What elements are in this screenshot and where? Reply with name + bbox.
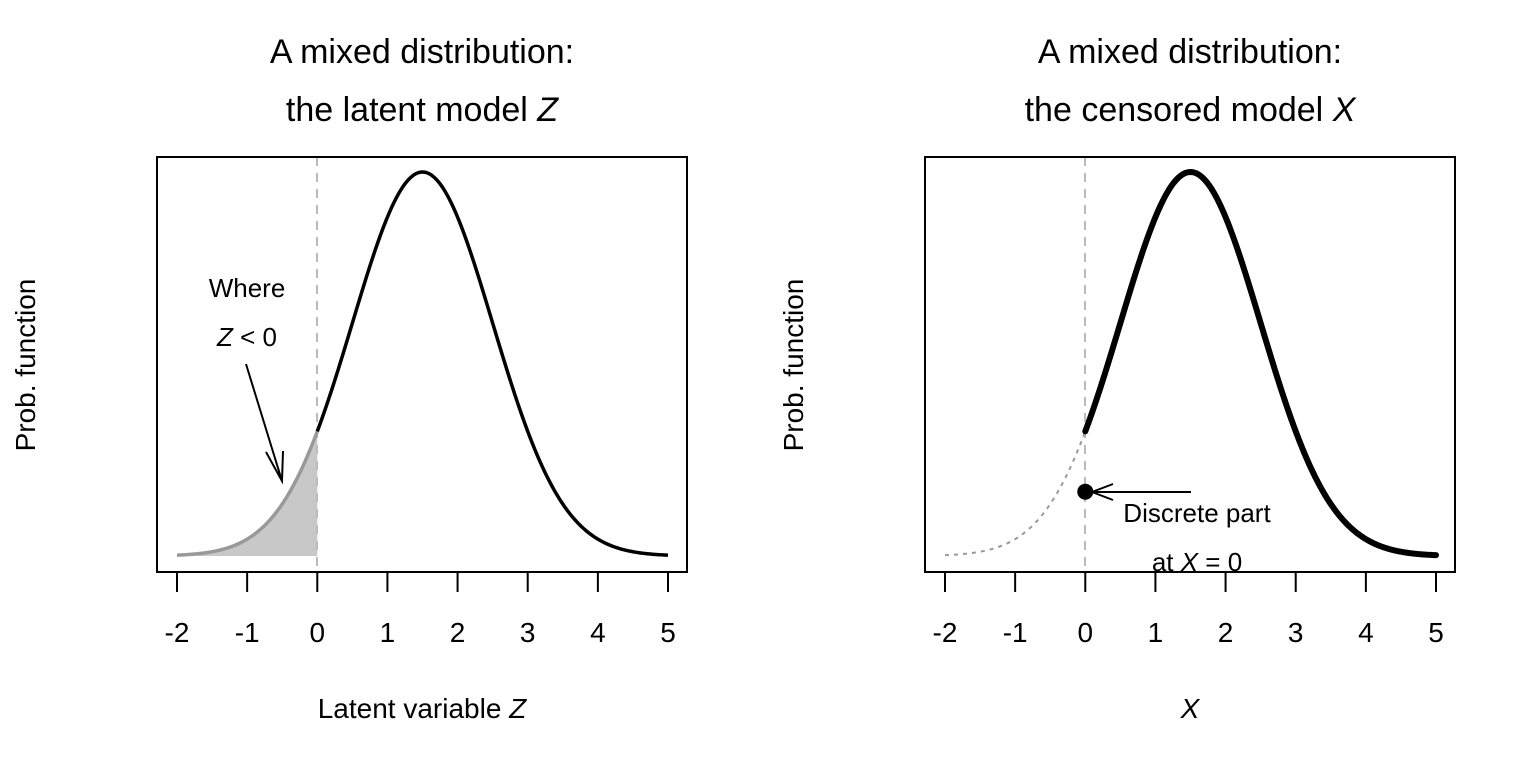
left-x-axis-labels: -2 -1 0 1 2 3 4 5 (165, 617, 676, 648)
latent-tail-curve (176, 430, 319, 557)
x-tick-label: 0 (1077, 617, 1093, 648)
x-tick-label: -2 (165, 617, 190, 648)
x-tick-label: -1 (235, 617, 260, 648)
right-y-axis-title: Prob. function (778, 279, 809, 452)
x-tick-label: 3 (1288, 617, 1304, 648)
left-title-line1: A mixed distribution: (270, 33, 574, 71)
x-tick-label: 4 (1358, 617, 1374, 648)
left-x-axis-ticks (176, 572, 669, 592)
x-tick-label: 5 (1428, 617, 1444, 648)
x-tick-label: 1 (380, 617, 396, 648)
discrete-part-arrow (1089, 483, 1191, 501)
x-tick-label: 3 (520, 617, 536, 648)
x-tick-label: 4 (590, 617, 606, 648)
x-tick-label: -1 (1003, 617, 1028, 648)
latent-dotted-curve (944, 430, 1087, 557)
latent-density-curve (315, 170, 669, 557)
left-panel: A mixed distribution: the latent model Z… (10, 33, 688, 724)
annotation-discrete-part: Discrete part (1123, 498, 1271, 528)
point-mass-marker (1077, 483, 1094, 500)
annotation-condition: Z < 0 (216, 322, 277, 352)
right-x-axis-labels: -2 -1 0 1 2 3 4 5 (933, 617, 1444, 648)
x-tick-label: 5 (660, 617, 676, 648)
censored-density-curve (1082, 168, 1439, 559)
annotation-arrow (245, 363, 284, 485)
annotation-where: Where (209, 273, 286, 303)
x-tick-label: 1 (1148, 617, 1164, 648)
right-plot-frame (924, 156, 1456, 573)
left-title-line2: the latent model Z (286, 91, 559, 129)
right-x-axis-title: X (1180, 693, 1201, 724)
x-tick-label: 2 (450, 617, 466, 648)
right-x-axis-ticks (944, 572, 1437, 592)
left-plot-frame (156, 156, 688, 573)
x-tick-label: 0 (309, 617, 325, 648)
right-title-line2: the censored model X (1025, 91, 1357, 129)
x-tick-label: -2 (933, 617, 958, 648)
right-title-line1: A mixed distribution: (1038, 33, 1342, 71)
annotation-at-x-zero: at X = 0 (1152, 547, 1242, 577)
left-x-axis-title: Latent variable Z (318, 693, 527, 724)
x-tick-label: 2 (1218, 617, 1234, 648)
left-y-axis-title: Prob. function (10, 279, 41, 452)
right-panel: A mixed distribution: the censored model… (778, 33, 1456, 724)
shaded-region (177, 431, 318, 556)
